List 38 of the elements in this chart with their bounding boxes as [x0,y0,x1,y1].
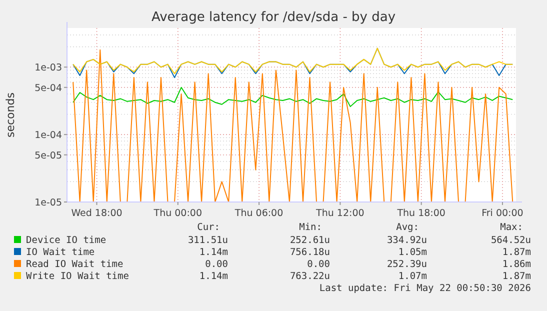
text: Avg: [396,222,419,233]
x-tick-label: Thu 12:00 [315,208,364,219]
x-tick-label: Thu 18:00 [396,208,446,219]
y-tick-label: 1e-03 [34,62,62,74]
text: 564.52u [490,235,531,246]
text: 756.18u [290,247,330,258]
y-axis-title: seconds [4,92,17,138]
legend-label: IO Wait time [26,247,95,258]
legend-label: Device IO time [26,235,106,246]
y-tick-label: 5e-05 [34,150,62,162]
x-tick-label: Wed 18:00 [71,208,122,219]
text: 1.87m [502,247,532,258]
y-tick-label: 1e-05 [34,198,62,208]
text: Cur: [197,222,220,233]
chart-title: Average latency for /dev/sda - by day [151,10,396,25]
x-tick-label: Thu 06:00 [234,208,284,219]
text: 334.92u [386,235,427,246]
text: Last update: Fri May 22 00:50:30 2026 [319,283,532,294]
text: 252.39u [386,259,427,270]
text: 763.22u [290,271,330,282]
legend-label: Read IO Wait time [26,259,124,270]
y-tick-label: 5e-04 [34,82,62,94]
text: 1.05m [398,247,428,258]
text: 0.00 [205,259,228,270]
text: 1.86m [502,259,532,270]
text: 1.14m [199,271,228,282]
legend-label: Write IO Wait time [26,271,130,282]
text: 1.07m [398,271,428,282]
text: 1.87m [502,271,532,282]
text: 1.14m [199,247,228,258]
text: Max: [500,222,523,233]
x-tick-label: Thu 00:00 [152,208,202,219]
text: 0.00 [307,259,330,270]
y-tick-label: 1e-04 [34,130,62,142]
x-tick-label: Fri 00:00 [482,208,524,219]
text: 252.61u [290,235,330,246]
text: 311.51u [188,235,228,246]
text: Min: [299,222,322,233]
